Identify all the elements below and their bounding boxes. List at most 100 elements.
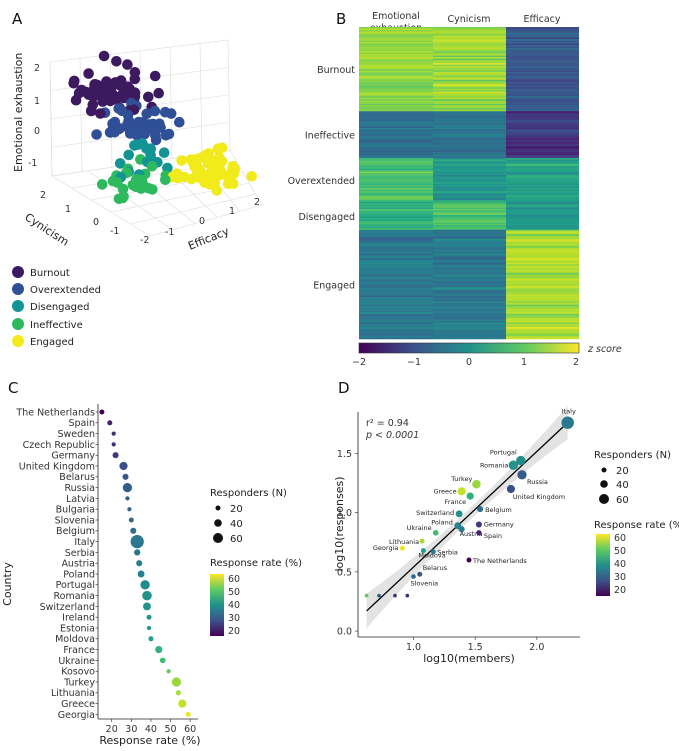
c-points <box>99 409 191 717</box>
d-x-tick-label: 2.0 <box>529 642 544 653</box>
b-colorbar-tick: 1 <box>521 357 527 368</box>
b-cell <box>359 243 433 246</box>
b-cell <box>433 118 506 121</box>
d-point <box>432 530 439 536</box>
b-cell <box>433 96 506 98</box>
c-size-legend-dot <box>214 519 222 527</box>
b-cell <box>506 48 579 50</box>
b-cell <box>359 273 433 275</box>
c-country-label: Russia <box>64 483 95 494</box>
b-cell <box>359 51 433 53</box>
b-cell <box>506 244 579 247</box>
b-cell <box>506 316 579 319</box>
b-cell <box>359 289 433 292</box>
b-cell <box>359 148 433 151</box>
b-cell <box>433 216 506 219</box>
b-cell <box>506 297 579 299</box>
b-cell <box>359 235 433 238</box>
b-cell <box>359 52 433 55</box>
c-point <box>111 431 116 436</box>
d-point-label: Spain <box>484 532 502 540</box>
c-country-label: Turkey <box>63 677 95 688</box>
b-cell <box>359 276 433 278</box>
b-cell <box>433 171 506 174</box>
a-point-overextended <box>141 108 153 120</box>
b-cell <box>359 249 433 252</box>
b-cell <box>359 126 433 129</box>
b-cell <box>359 310 433 313</box>
b-cell <box>506 138 579 141</box>
b-cell <box>433 201 506 204</box>
b-cell <box>433 148 506 151</box>
b-cell <box>506 145 579 148</box>
b-cell <box>506 124 579 127</box>
b-cell <box>506 79 579 82</box>
b-cell <box>359 115 433 118</box>
a-x-tick: 1 <box>65 204 71 215</box>
c-x-tick-label: 60 <box>184 724 196 735</box>
b-cell <box>506 93 579 95</box>
b-cell <box>506 142 579 145</box>
b-colorbar-tick: −1 <box>407 357 421 368</box>
d-point-label: Russia <box>527 478 548 486</box>
b-cell <box>359 78 433 80</box>
b-cell <box>433 100 506 103</box>
b-cell <box>359 315 433 317</box>
b-cell <box>359 130 433 133</box>
d-color-legend-bar <box>596 534 610 596</box>
b-cell <box>359 258 433 261</box>
d-color-legend-tick: 60 <box>614 533 626 544</box>
c-point <box>122 482 133 493</box>
b-cell <box>359 36 433 38</box>
b-cell <box>359 69 433 71</box>
b-cell <box>433 106 506 109</box>
b-cell <box>433 250 506 253</box>
b-cell <box>506 255 579 258</box>
a-ylabel: Efficacy <box>186 224 231 252</box>
b-cell <box>359 312 433 314</box>
b-cell <box>359 264 433 267</box>
b-cell <box>433 91 506 94</box>
c-country-label: Moldova <box>55 634 95 645</box>
c-country-label: Ukraine <box>58 656 95 667</box>
b-cell <box>506 238 579 241</box>
b-row-label-disengaged: Disengaged <box>298 212 355 223</box>
d-point-label: France <box>445 498 467 506</box>
b-cell <box>506 144 579 147</box>
b-cell <box>433 331 506 334</box>
d-point-label: Poland <box>431 519 453 527</box>
b-cell <box>506 215 579 217</box>
b-cell <box>359 106 433 109</box>
b-cell <box>506 249 579 252</box>
d-size-legend-label: 60 <box>616 495 629 506</box>
b-colorbar-tick: 2 <box>573 357 579 368</box>
b-cell <box>433 197 506 200</box>
b-cell <box>359 337 433 340</box>
b-cell <box>506 133 579 136</box>
b-cell <box>506 259 579 262</box>
a-y-tick: 0 <box>199 216 205 227</box>
b-cell <box>506 213 579 216</box>
b-cell <box>506 147 579 150</box>
b-cell <box>506 261 579 264</box>
b-col-label-cynicism: Cynicism <box>448 14 491 25</box>
b-cell <box>359 220 433 223</box>
b-cell <box>359 255 433 258</box>
b-cell <box>506 51 579 53</box>
b-cell <box>359 267 433 269</box>
c-country-label: Austria <box>61 559 95 570</box>
legend-label-ineffective: Ineffective <box>30 320 83 331</box>
d-point-label: United Kingdom <box>513 493 565 501</box>
b-cell <box>433 247 506 250</box>
d-size-legend-label: 40 <box>616 480 629 491</box>
c-x-tick-label: 40 <box>145 724 157 735</box>
c-color-legend-tick: 50 <box>228 587 240 598</box>
b-cell <box>433 85 506 88</box>
b-cell <box>506 325 579 328</box>
b-cell <box>433 155 506 157</box>
b-cell <box>506 188 579 190</box>
b-cell <box>359 298 433 301</box>
b-cell <box>359 37 433 40</box>
b-cell <box>433 60 506 62</box>
